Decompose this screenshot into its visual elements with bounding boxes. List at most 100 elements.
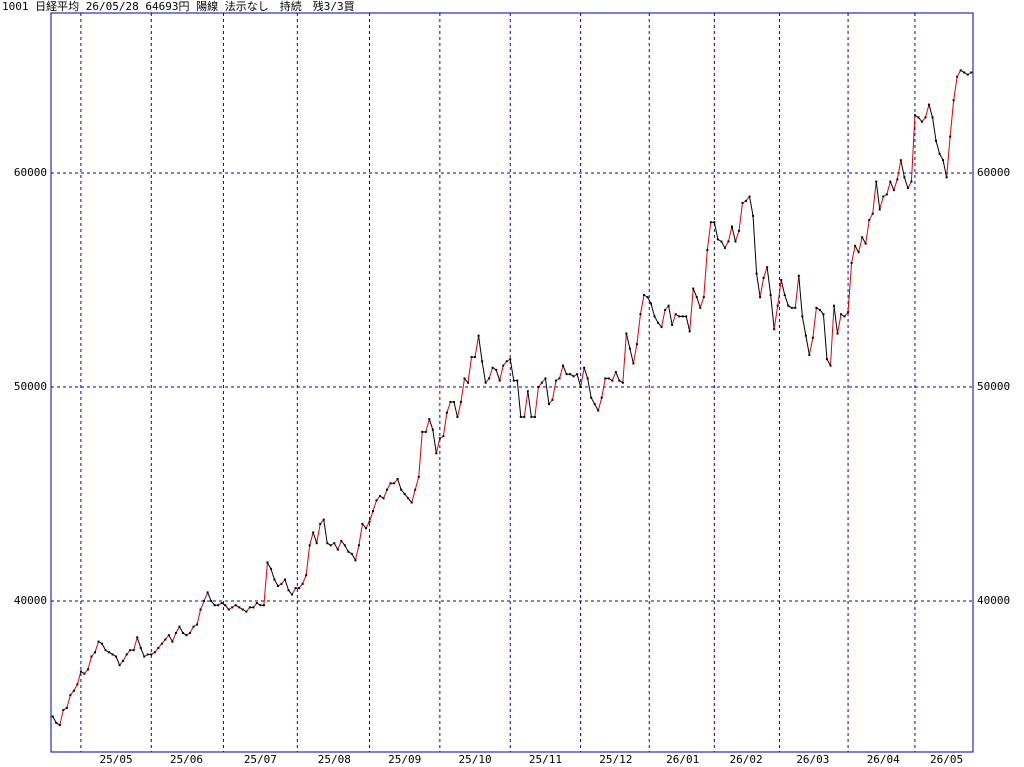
line-segment [594, 403, 599, 411]
line-segment [442, 412, 448, 437]
line-segment [383, 489, 388, 499]
point [340, 540, 343, 543]
point [410, 501, 413, 504]
point [949, 135, 952, 138]
point [674, 313, 677, 316]
line-segment [889, 181, 895, 191]
point [642, 293, 645, 296]
line-segment [629, 348, 634, 364]
point [801, 315, 804, 318]
point [621, 381, 624, 384]
line-segment [851, 245, 856, 263]
point [632, 362, 635, 365]
point [104, 649, 107, 652]
line-segment [875, 181, 881, 210]
line-segment [650, 303, 656, 317]
line-segment [893, 179, 898, 191]
line-segment [263, 562, 268, 606]
line-segment [601, 378, 606, 398]
line-segment [900, 160, 905, 178]
point [928, 103, 931, 106]
point [69, 694, 72, 697]
line-segment [703, 250, 708, 298]
point [917, 116, 920, 119]
point [160, 642, 163, 645]
point [562, 364, 565, 367]
line-segment [798, 275, 803, 317]
point [766, 266, 769, 269]
point [203, 599, 206, 602]
point [421, 430, 424, 433]
point [291, 593, 294, 596]
line-segment [369, 510, 374, 522]
point [305, 574, 308, 577]
x-tick-label: 26/04 [867, 753, 900, 766]
line-segment [661, 309, 666, 328]
point [864, 242, 867, 245]
line-segment [632, 344, 638, 364]
point [467, 381, 470, 384]
x-tick-label: 25/06 [170, 753, 203, 766]
point [287, 589, 290, 592]
point [364, 527, 367, 530]
point [516, 379, 519, 382]
line-segment [372, 500, 377, 512]
point [790, 306, 793, 309]
point [252, 606, 255, 609]
point [727, 240, 730, 243]
y-tick-label-right: 60000 [977, 166, 1010, 179]
line-segment [499, 365, 504, 381]
line-segment [833, 305, 839, 334]
point [62, 709, 65, 712]
point [618, 379, 621, 382]
x-tick-label: 25/08 [318, 753, 351, 766]
point [262, 604, 265, 607]
point [537, 385, 540, 388]
point [685, 315, 688, 318]
line-segment [777, 279, 782, 306]
line-segment [207, 592, 212, 602]
line-segment [794, 275, 800, 308]
point [273, 578, 276, 581]
point [695, 296, 698, 299]
point [164, 638, 167, 641]
line-segment [115, 656, 121, 666]
line-segment [414, 476, 420, 490]
line-segment [140, 647, 145, 657]
y-tick-label: 60000 [14, 166, 47, 179]
point [787, 304, 790, 307]
point [86, 668, 89, 671]
point [319, 522, 322, 525]
line-segment [935, 140, 941, 154]
point [773, 328, 776, 331]
line-segment [847, 262, 853, 313]
line-segment [284, 579, 290, 591]
point [379, 495, 382, 498]
line-segment [910, 115, 916, 182]
point [382, 497, 385, 500]
point [403, 492, 406, 495]
point [688, 330, 691, 333]
point [93, 651, 96, 654]
line-segment [925, 104, 930, 118]
line-segment [939, 153, 944, 161]
point [699, 306, 702, 309]
point [255, 602, 258, 605]
line-segment [175, 626, 180, 634]
line-segment [953, 76, 958, 101]
point [804, 334, 807, 337]
point [825, 358, 828, 361]
point [83, 672, 86, 675]
point [375, 499, 378, 502]
line-segment [861, 236, 867, 244]
point [459, 400, 462, 403]
y-tick-label-right: 50000 [977, 380, 1010, 393]
point [171, 640, 174, 643]
point [692, 287, 695, 290]
point [350, 552, 353, 555]
line-segment [654, 316, 659, 324]
point [653, 315, 656, 318]
chart-title: 1001 日経平均 26/05/28 64693円 陽線 法示なし 持続 残3/… [2, 0, 355, 13]
point [512, 379, 515, 382]
point [586, 377, 589, 380]
